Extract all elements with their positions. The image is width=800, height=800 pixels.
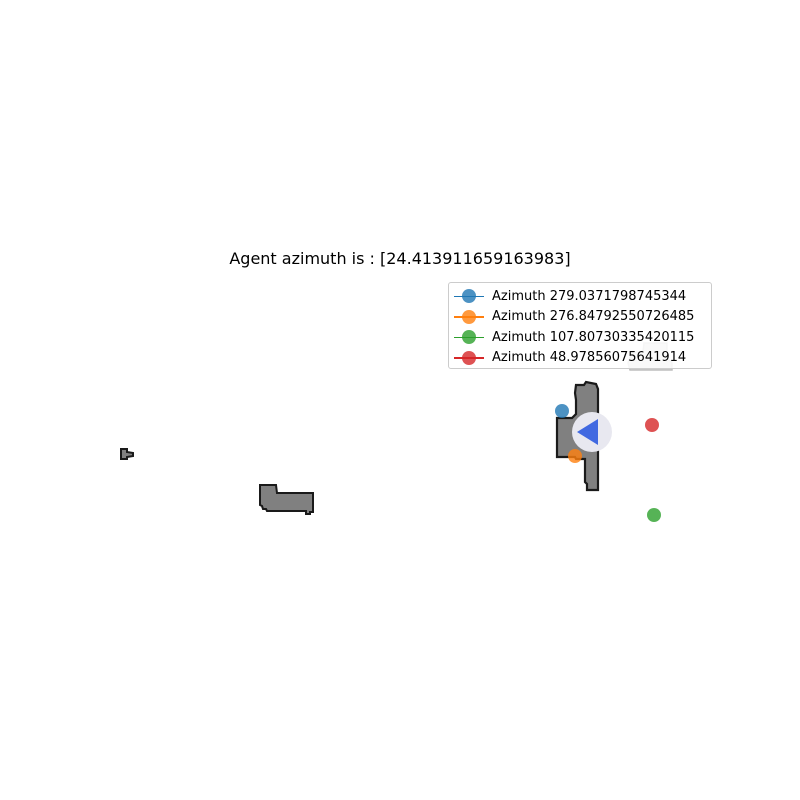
target-point-3	[647, 508, 661, 522]
legend-item: Azimuth 107.80730335420115	[449, 327, 711, 348]
obstacle-small-left	[121, 449, 133, 459]
legend-item: Azimuth 48.97856075641914	[449, 348, 711, 369]
legend-marker-icon	[454, 310, 484, 324]
legend: Azimuth 279.0371798745344 Azimuth 276.84…	[448, 282, 712, 369]
target-point-1	[555, 404, 569, 418]
legend-item: Azimuth 276.84792550726485	[449, 307, 711, 328]
legend-item: Azimuth 279.0371798745344	[449, 286, 711, 307]
legend-label: Azimuth 276.84792550726485	[492, 309, 694, 324]
obstacle-sofa	[260, 485, 313, 514]
target-point-2	[568, 449, 582, 463]
agent	[572, 412, 612, 452]
legend-marker-icon	[454, 330, 484, 344]
legend-marker-icon	[454, 351, 484, 365]
legend-label: Azimuth 48.97856075641914	[492, 350, 686, 365]
legend-label: Azimuth 279.0371798745344	[492, 289, 686, 304]
legend-marker-icon	[454, 289, 484, 303]
target-point-4	[645, 418, 659, 432]
legend-label: Azimuth 107.80730335420115	[492, 330, 694, 345]
